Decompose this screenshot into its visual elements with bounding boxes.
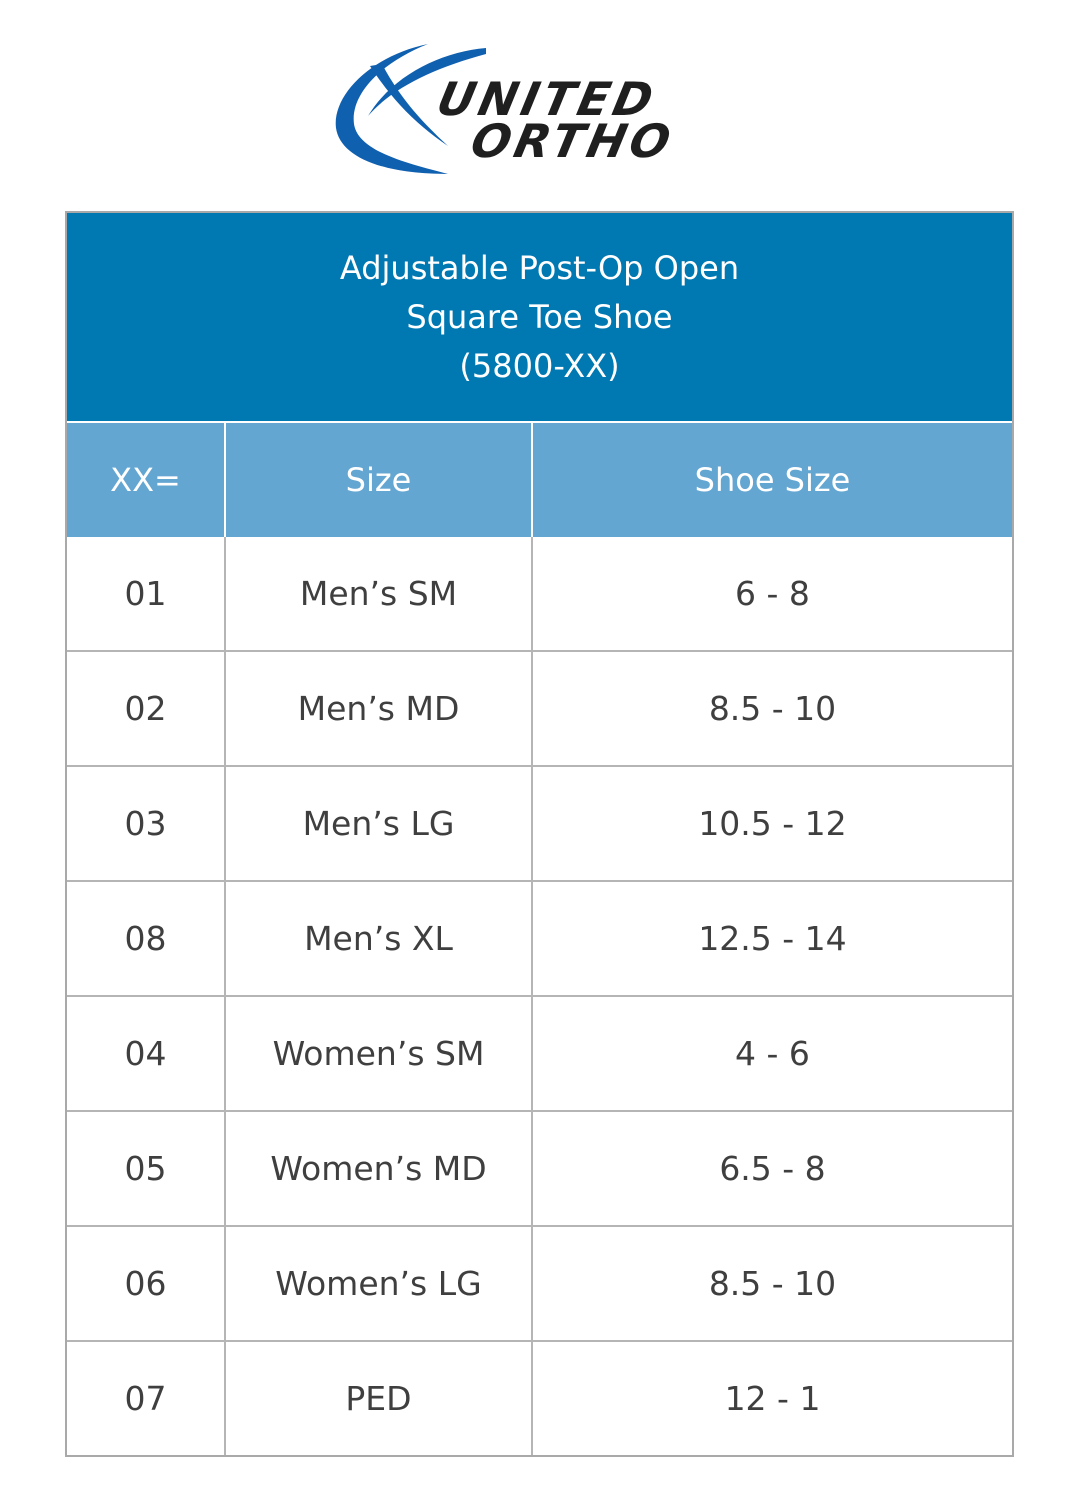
cell-code: 07 — [67, 1340, 226, 1455]
table-row: 06 Women’s LG 8.5 - 10 — [67, 1225, 1012, 1342]
cell-shoe-size: 8.5 - 10 — [531, 1225, 1012, 1342]
column-header-shoe-size: Shoe Size — [531, 421, 1012, 537]
cell-size: Men’s MD — [224, 650, 533, 767]
cell-size: Women’s SM — [224, 995, 533, 1112]
cell-shoe-size: 6 - 8 — [531, 537, 1012, 652]
cell-shoe-size: 12 - 1 — [531, 1340, 1012, 1455]
cell-code: 03 — [67, 765, 226, 882]
brand-logo: UNITED ORTHO — [330, 36, 750, 181]
table-row: 03 Men’s LG 10.5 - 12 — [67, 765, 1012, 882]
cell-size: Men’s LG — [224, 765, 533, 882]
cell-code: 02 — [67, 650, 226, 767]
cell-shoe-size: 6.5 - 8 — [531, 1110, 1012, 1227]
title-line-2: Square Toe Shoe — [406, 297, 673, 336]
column-header-code: XX= — [67, 421, 226, 537]
cell-shoe-size: 10.5 - 12 — [531, 765, 1012, 882]
cell-size: Women’s LG — [224, 1225, 533, 1342]
cell-code: 08 — [67, 880, 226, 997]
table-row: 02 Men’s MD 8.5 - 10 — [67, 650, 1012, 767]
cell-code: 04 — [67, 995, 226, 1112]
cell-size: Men’s SM — [224, 537, 533, 652]
chart-title: Adjustable Post-Op Open Square Toe Shoe … — [67, 213, 1012, 421]
cell-shoe-size: 4 - 6 — [531, 995, 1012, 1112]
title-line-3: (5800-XX) — [459, 346, 620, 385]
cell-code: 05 — [67, 1110, 226, 1227]
size-chart: Adjustable Post-Op Open Square Toe Shoe … — [65, 211, 1014, 1457]
column-header-size: Size — [224, 421, 533, 537]
cell-code: 06 — [67, 1225, 226, 1342]
table-row: 05 Women’s MD 6.5 - 8 — [67, 1110, 1012, 1227]
title-line-1: Adjustable Post-Op Open — [339, 248, 740, 287]
table-row: 01 Men’s SM 6 - 8 — [67, 537, 1012, 652]
swoosh-icon — [335, 44, 486, 174]
cell-size: PED — [224, 1340, 533, 1455]
table-row: 07 PED 12 - 1 — [67, 1340, 1012, 1455]
cell-code: 01 — [67, 537, 226, 652]
size-table: XX= Size Shoe Size 01 Men’s SM 6 - 8 02 … — [67, 421, 1012, 1455]
table-row: 04 Women’s SM 4 - 6 — [67, 995, 1012, 1112]
logo-word-ortho: ORTHO — [466, 114, 680, 168]
cell-shoe-size: 12.5 - 14 — [531, 880, 1012, 997]
header-row: XX= Size Shoe Size — [67, 421, 1012, 537]
table-row: 08 Men’s XL 12.5 - 14 — [67, 880, 1012, 997]
cell-size: Women’s MD — [224, 1110, 533, 1227]
cell-shoe-size: 8.5 - 10 — [531, 650, 1012, 767]
cell-size: Men’s XL — [224, 880, 533, 997]
